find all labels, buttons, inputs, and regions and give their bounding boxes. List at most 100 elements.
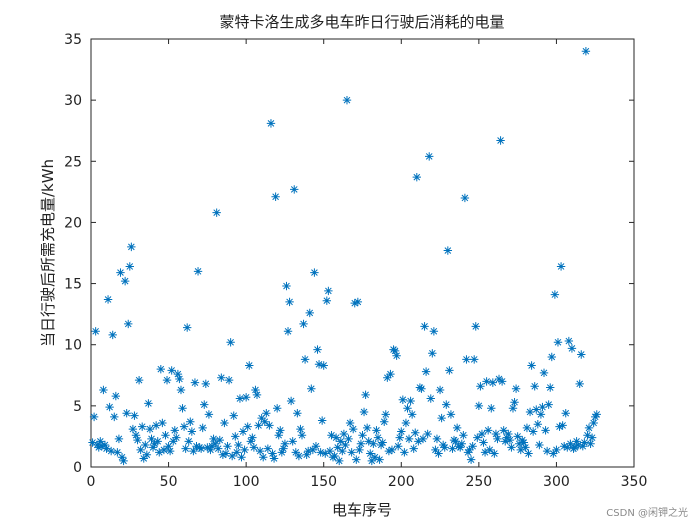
data-point [102, 444, 111, 453]
data-point [111, 391, 121, 401]
data-point [217, 373, 226, 382]
data-point [279, 444, 288, 453]
data-point [591, 412, 600, 422]
data-point [592, 410, 601, 419]
data-point [558, 421, 567, 430]
data-point [238, 427, 248, 436]
data-point [452, 423, 462, 433]
data-point [497, 377, 507, 386]
data-point [459, 431, 468, 440]
data-point [423, 429, 432, 439]
data-point [169, 437, 178, 446]
data-point [333, 443, 342, 452]
data-point [155, 448, 164, 457]
data-point [218, 450, 228, 459]
data-point [352, 455, 361, 464]
data-point [231, 432, 240, 441]
data-point [501, 437, 510, 446]
data-point [324, 286, 333, 296]
data-point [575, 379, 584, 389]
data-point [189, 446, 198, 456]
data-point [294, 451, 304, 461]
x-tick-label: 200 [388, 474, 415, 490]
data-point [395, 433, 404, 442]
data-point [491, 429, 501, 439]
data-point [487, 404, 496, 413]
data-point [411, 428, 420, 437]
data-point [581, 47, 591, 56]
data-point [214, 444, 223, 453]
data-point [587, 433, 597, 442]
data-point [119, 456, 128, 466]
data-point [376, 440, 386, 450]
data-point [89, 412, 99, 422]
data-point [215, 435, 224, 445]
data-point [345, 418, 355, 428]
data-point [443, 246, 453, 255]
data-point [252, 390, 262, 400]
data-point [338, 446, 347, 456]
x-axis: 0 50 100 150 200 250 300 350 [87, 39, 647, 490]
data-point [240, 445, 249, 455]
data-point [507, 443, 516, 452]
data-point [572, 437, 581, 446]
data-point [94, 443, 103, 452]
data-point [339, 429, 349, 439]
data-point [367, 456, 377, 466]
data-point [257, 413, 266, 423]
data-point [561, 408, 570, 418]
data-point [131, 431, 141, 440]
data-point [182, 323, 192, 332]
data-point [342, 95, 352, 105]
data-point [206, 445, 215, 455]
data-point [387, 445, 397, 455]
data-point [229, 411, 238, 420]
data-point [414, 437, 423, 446]
data-point [134, 375, 144, 385]
data-point [488, 378, 498, 387]
data-point [573, 440, 583, 450]
data-point [192, 442, 201, 451]
data-point [428, 349, 437, 358]
data-point [319, 361, 328, 370]
x-tick-label: 250 [465, 474, 492, 490]
data-point [330, 451, 339, 461]
data-point [583, 431, 592, 440]
data-point [120, 276, 130, 286]
data-point [409, 444, 418, 453]
data-point [369, 439, 378, 448]
y-axis-label: 当日行驶后所需充电量/kWh [39, 159, 57, 347]
data-point [471, 322, 480, 331]
data-point [504, 429, 513, 439]
data-point [536, 410, 546, 419]
data-point [336, 437, 345, 446]
data-point [542, 446, 552, 456]
data-point [145, 424, 155, 434]
data-point [137, 422, 147, 431]
data-point [286, 396, 296, 406]
data-point [383, 373, 392, 382]
data-point [181, 444, 190, 453]
data-point [190, 378, 200, 387]
data-point [375, 455, 384, 464]
data-point [530, 382, 539, 391]
data-point [170, 426, 179, 435]
data-point [291, 448, 300, 457]
data-point [272, 404, 282, 413]
data-point [514, 439, 524, 448]
data-point [110, 412, 119, 422]
data-point [539, 368, 549, 378]
y-tick-label: 10 [64, 338, 82, 354]
y-tick-label: 0 [73, 460, 82, 476]
data-point [184, 437, 193, 446]
data-point [386, 369, 395, 379]
data-point [142, 450, 152, 459]
data-point [159, 445, 169, 455]
data-point [362, 423, 372, 433]
data-point [141, 440, 150, 450]
data-point [167, 366, 176, 375]
data-point [255, 446, 265, 456]
data-point [271, 192, 280, 201]
data-point [544, 400, 553, 409]
data-point [335, 456, 344, 466]
